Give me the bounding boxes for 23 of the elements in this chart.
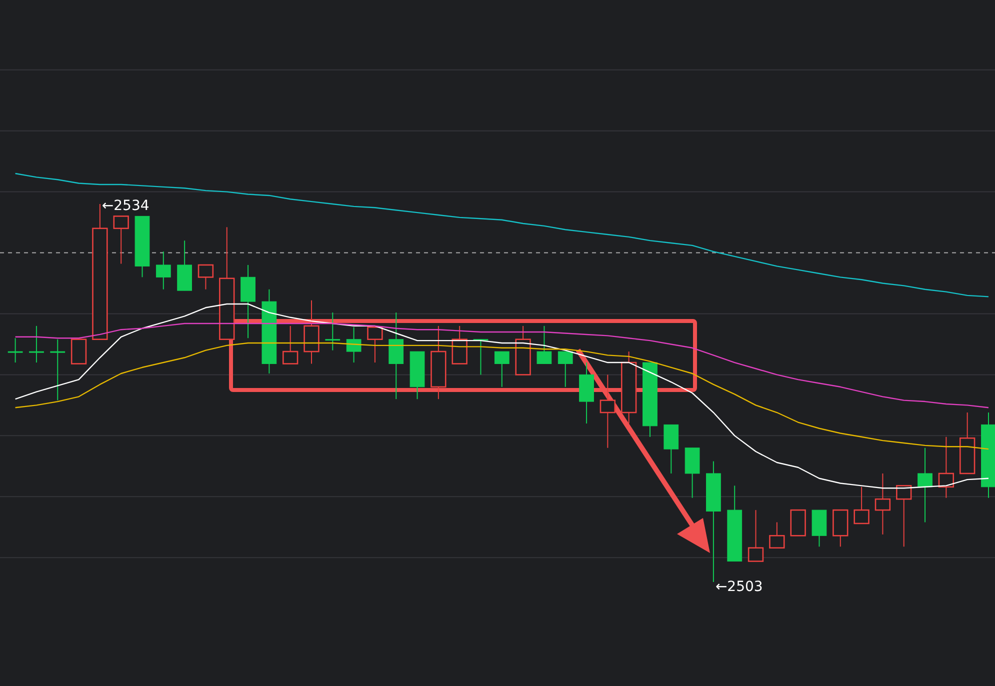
candlestick bbox=[938, 436, 954, 498]
candlestick bbox=[198, 264, 214, 290]
candlestick bbox=[50, 338, 66, 401]
candlestick bbox=[113, 216, 129, 264]
candlestick bbox=[367, 326, 383, 364]
candlestick bbox=[8, 338, 23, 364]
candlestick bbox=[156, 251, 171, 290]
candlestick bbox=[769, 522, 785, 549]
candlestick bbox=[600, 374, 616, 448]
candlestick bbox=[282, 325, 298, 364]
candlestick bbox=[536, 325, 552, 364]
candlestick bbox=[494, 351, 510, 388]
candlestick bbox=[558, 351, 573, 388]
candlestick bbox=[346, 326, 362, 364]
annotation: ←2534 bbox=[102, 198, 150, 214]
candlestick bbox=[29, 325, 44, 364]
candlestick bbox=[325, 312, 340, 351]
candlestick bbox=[874, 472, 891, 535]
annotation: ←2503 bbox=[715, 579, 763, 595]
candlestick bbox=[896, 485, 912, 548]
candlestick bbox=[854, 486, 870, 524]
candlestick bbox=[918, 447, 932, 523]
candlestick bbox=[748, 510, 764, 562]
